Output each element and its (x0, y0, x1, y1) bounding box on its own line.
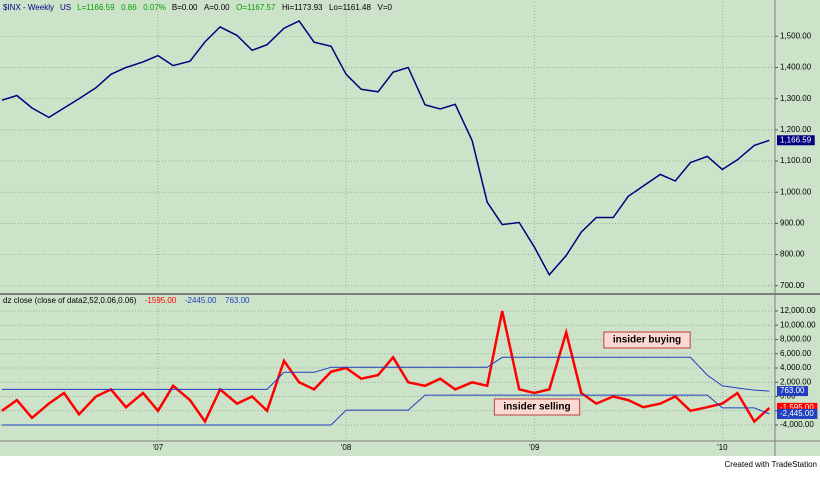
last-value-label: -1,595.00 (780, 403, 814, 412)
indicator-title: dz close (close of data2,52,0.06,0.06) (3, 296, 137, 305)
y-tick-label: 1,300.00 (780, 94, 812, 103)
header-item: $INX - Weekly (3, 3, 54, 12)
header-item: 0.86 (121, 3, 137, 12)
series-line (1, 356, 770, 392)
last-value-label: -2,445.00 (780, 409, 814, 418)
header-item: L=1166.59 (77, 3, 115, 12)
x-tick-label: '10 (717, 443, 728, 452)
y-tick-label: 0.00 (780, 392, 796, 401)
series-line (1, 20, 770, 277)
last-value-label: 1,166.59 (780, 135, 812, 144)
y-tick-label: 1,100.00 (780, 156, 812, 165)
last-value-box (777, 408, 818, 419)
header-item: A=0.00 (204, 3, 230, 12)
footer: Created with TradeStation (725, 460, 818, 469)
legend-value: 763.00 (225, 296, 250, 305)
series-line (1, 310, 771, 424)
y-tick-label: 12,000.00 (780, 306, 816, 315)
x-tick-label: '08 (341, 443, 352, 452)
y-tick-label: 1,200.00 (780, 125, 812, 134)
legend-value: -1595.00 (145, 296, 177, 305)
annotation-label: insider buying (613, 335, 681, 346)
series-line (1, 394, 770, 426)
annotation-box (603, 331, 691, 349)
last-value-label: 763.00 (780, 386, 805, 395)
header-item: US (60, 3, 71, 12)
y-tick-label: 700.00 (780, 281, 805, 290)
y-tick-label: 800.00 (780, 250, 805, 259)
annotation-label: insider selling (503, 402, 570, 413)
y-tick-label: 900.00 (780, 219, 805, 228)
y-tick-label: 8,000.00 (780, 335, 812, 344)
last-value-box (777, 135, 815, 146)
y-tick-label: 2,000.00 (780, 377, 812, 386)
header-item: 0.07% (143, 3, 166, 12)
last-value-box (777, 402, 818, 413)
annotation-box (493, 398, 581, 416)
y-tick-label: 1,500.00 (780, 31, 812, 40)
y-tick-label: 6,000.00 (780, 349, 812, 358)
header-item: Hi=1173.93 (282, 3, 323, 12)
y-tick-label: 10,000.00 (780, 320, 816, 329)
x-tick-label: '07 (153, 443, 164, 452)
y-tick-label: 1,400.00 (780, 63, 812, 72)
header-item: V=0 (377, 3, 392, 12)
header-item: B=0.00 (172, 3, 198, 12)
header-item: Lo=1161.48 (329, 3, 371, 12)
y-tick-label: 1,000.00 (780, 187, 812, 196)
x-tick-label: '09 (529, 443, 540, 452)
y-tick-label: 4,000.00 (780, 363, 812, 372)
legend-value: -2445.00 (185, 296, 217, 305)
background (0, 0, 820, 456)
y-tick-label: -4,000.00 (780, 420, 814, 429)
last-value-box (777, 386, 809, 397)
header-item: O=1167.57 (236, 3, 276, 12)
